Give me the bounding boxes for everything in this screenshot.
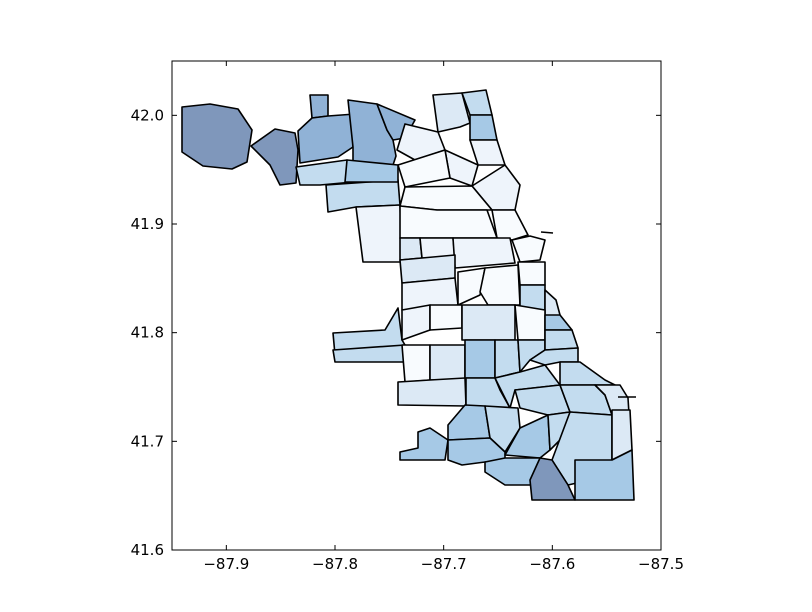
axes-frame [171,60,662,551]
near-north-side-area [511,235,546,263]
mckinley-park-area [461,304,516,341]
y-tick-label: 41.6 [131,541,164,559]
y-tick-label: 41.9 [131,215,164,233]
archer-heights-area [401,304,431,341]
ohare-area [181,103,253,170]
humboldt-park-area [399,205,498,239]
norwood-park-area [297,113,356,164]
bridgeport-area [514,304,546,341]
loop-area [517,261,546,286]
y-axis: 41.6 41.7 41.8 41.9 42.0 [131,106,661,559]
west-ridge-area [469,114,498,141]
rogers-park-area [432,92,471,133]
uptown-area [469,139,506,166]
edison-park-area [309,94,329,119]
lower-west-side-area [457,267,486,306]
north-center-area [344,159,399,183]
community-areas [181,89,636,501]
oakland-area [544,289,561,319]
east-garfield-area [452,237,516,269]
brighton-park-area [429,304,463,331]
x-axis: −87.9 −87.8 −87.7 −87.6 −87.5 [203,61,684,573]
beverly-area [447,404,491,441]
lake-pier-north [540,231,554,234]
x-tick-label: −87.9 [203,555,249,573]
avondale-area [397,149,451,188]
new-city-area [464,339,496,379]
y-tick-label: 41.7 [131,432,164,450]
hegewisch-area [574,449,635,501]
ashburn-area [399,427,449,461]
belmont-cragin-area [355,204,403,263]
x-tick-label: −87.7 [421,555,467,573]
x-tick-label: −87.6 [529,555,575,573]
lincoln-square-area [444,149,479,187]
y-tick-label: 41.8 [131,324,164,342]
kenwood-area [544,314,573,331]
near-south-side-area [479,264,521,306]
x-tick-label: −87.8 [312,555,358,573]
west-elsdon-area [401,344,431,383]
gage-park-area [429,344,466,381]
west-lawn-area [397,377,467,407]
x-tick-label: −87.5 [638,555,684,573]
far-northwest-area [250,128,299,186]
lincoln-park-area [491,209,529,241]
austin-area [399,237,423,261]
y-tick-label: 42.0 [131,106,164,124]
south-shore-area [559,361,616,386]
hyde-park-area [544,329,579,351]
